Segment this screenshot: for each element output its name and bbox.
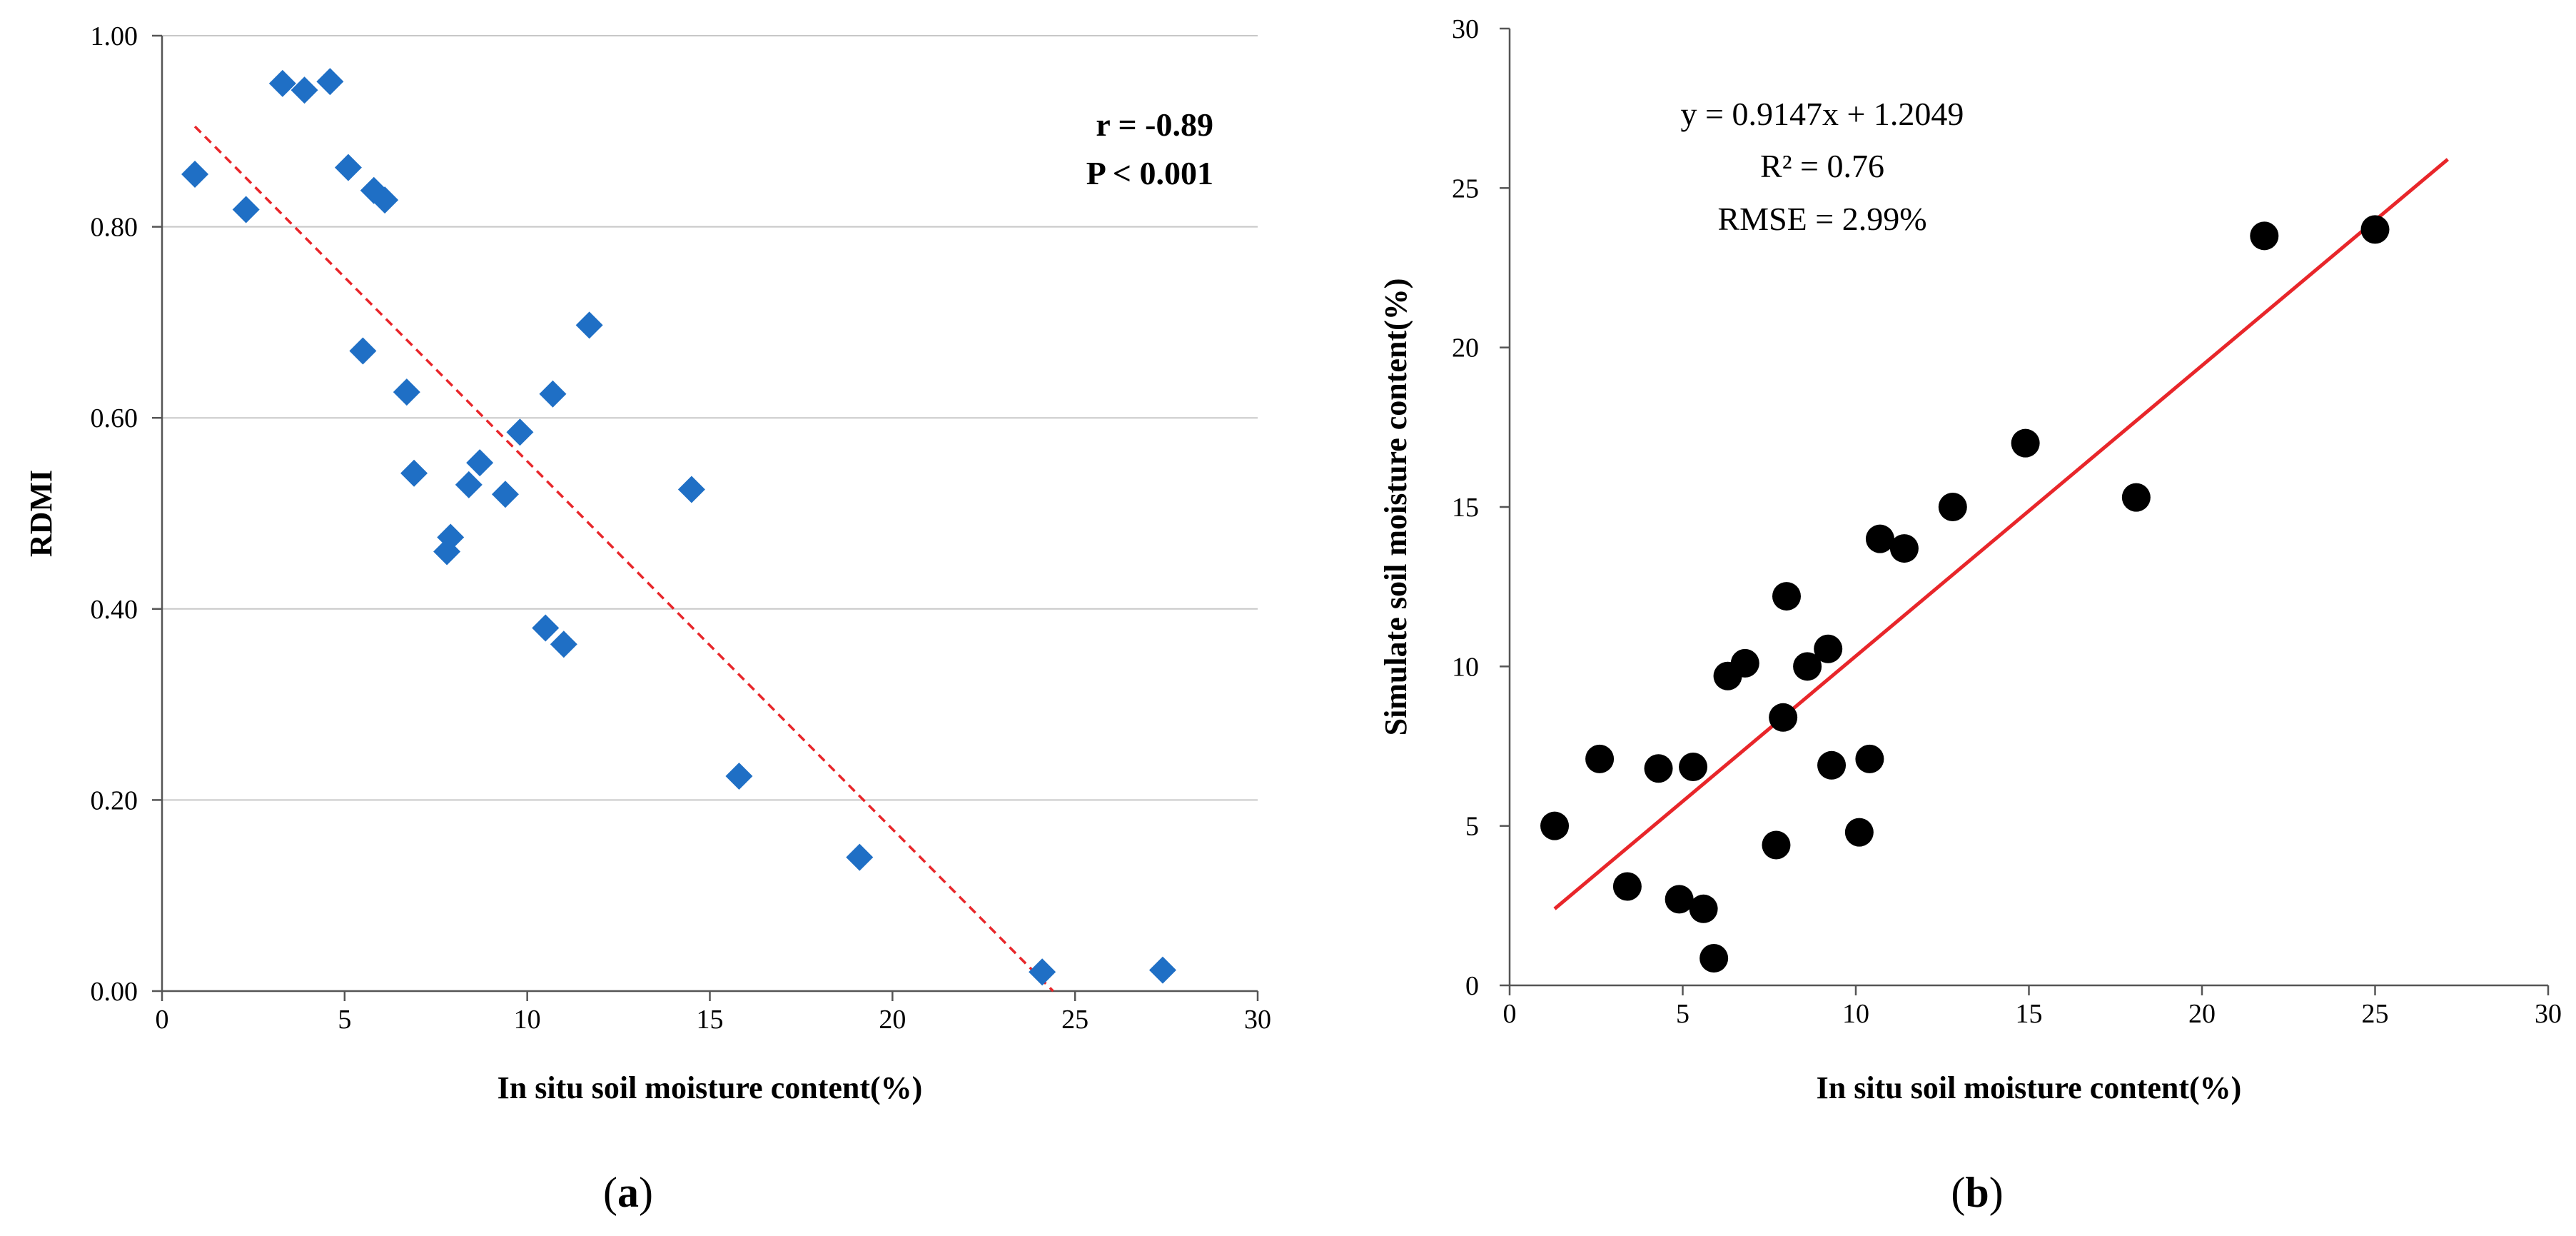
data-point — [393, 378, 420, 406]
y-axis-title: Simulate soil moisture content(%) — [1378, 278, 1413, 736]
x-tick-label: 20 — [2188, 999, 2216, 1029]
x-tick-label: 0 — [1503, 999, 1517, 1029]
annotation: P < 0.001 — [1086, 155, 1213, 191]
x-tick-label: 25 — [1061, 1005, 1089, 1035]
data-point — [455, 471, 483, 498]
y-tick-label: 0.00 — [91, 977, 138, 1007]
y-tick-label: 0.20 — [91, 785, 138, 815]
data-point — [677, 476, 705, 503]
data-point — [506, 418, 534, 446]
data-point — [550, 630, 577, 658]
data-point — [2360, 215, 2390, 244]
y-tick-label: 0.80 — [91, 213, 138, 243]
data-point — [349, 337, 377, 365]
data-point — [1817, 750, 1847, 780]
trendline — [1553, 158, 2449, 910]
x-tick-label: 20 — [879, 1005, 906, 1035]
data-point — [1540, 811, 1570, 840]
data-point — [1772, 582, 1801, 611]
y-tick-label: 30 — [1452, 14, 1479, 44]
data-point — [1699, 944, 1729, 973]
y-tick-label: 10 — [1452, 652, 1479, 682]
y-axis-title: RDMI — [24, 470, 59, 557]
data-point — [1644, 754, 1673, 783]
data-point — [1612, 872, 1642, 901]
data-point — [1679, 753, 1708, 782]
y-tick-label: 5 — [1465, 812, 1479, 842]
annotation: y = 0.9147x + 1.2049 — [1681, 96, 1964, 132]
data-point — [1585, 744, 1615, 773]
data-point — [334, 154, 362, 181]
x-axis-title: In situ soil moisture content(%) — [1817, 1070, 2242, 1105]
panel-label-paren: ) — [639, 1169, 653, 1216]
y-tick-label: 0.60 — [91, 403, 138, 433]
panel-label-letter: b — [1965, 1169, 1989, 1216]
chart-panel-a: 0 5 10 15 20 25 30 0.00 0.20 0.40 0.60 0.80 1.00 In s… — [24, 21, 1271, 1216]
x-tick-label: 5 — [338, 1005, 351, 1035]
annotation: r = -0.89 — [1096, 106, 1213, 143]
data-point — [1762, 830, 1791, 860]
y-tick-label: 15 — [1452, 493, 1479, 523]
panel-label: (a) — [603, 1169, 653, 1216]
data-point — [539, 380, 567, 408]
data-point — [846, 843, 874, 871]
data-point — [1689, 894, 1718, 923]
data-point — [400, 459, 428, 487]
data-point — [575, 311, 603, 339]
data-point — [181, 161, 209, 189]
data-point — [2250, 221, 2279, 251]
data-point — [2011, 428, 2040, 458]
trendline — [193, 125, 1054, 993]
data-point — [1889, 534, 1919, 563]
data-point — [291, 76, 318, 104]
data-point — [1730, 648, 1759, 678]
data-point — [437, 523, 465, 551]
panel-label: (b) — [1951, 1169, 2003, 1216]
x-tick-label: 15 — [2016, 999, 2043, 1029]
data-point — [1938, 493, 1967, 521]
y-tick-label: 1.00 — [91, 21, 138, 51]
panel-label-paren: ( — [603, 1169, 617, 1216]
data-point — [1814, 634, 1843, 663]
data-point — [268, 69, 296, 97]
x-tick-label: 10 — [1842, 999, 1869, 1029]
data-point — [491, 481, 519, 508]
data-point — [2121, 483, 2151, 512]
x-tick-label: 30 — [1244, 1005, 1271, 1035]
x-tick-label: 5 — [1676, 999, 1689, 1029]
chart-panel-b: 0 5 10 15 20 25 30 0 5 10 15 20 25 30 In situ soil moi… — [1378, 14, 2562, 1216]
x-axis-title: In situ soil moisture content(%) — [497, 1070, 923, 1105]
annotation: RMSE = 2.99% — [1717, 201, 1926, 237]
data-point — [1844, 818, 1874, 847]
data-point — [1029, 958, 1056, 986]
x-tick-label: 0 — [156, 1005, 169, 1035]
data-point — [1855, 744, 1884, 773]
data-point — [1865, 524, 1894, 553]
data-point — [1148, 956, 1176, 984]
panel-label-paren: ( — [1951, 1169, 1965, 1216]
x-tick-label: 30 — [2535, 999, 2562, 1029]
panel-label-paren: ) — [1989, 1169, 2004, 1216]
x-tick-label: 10 — [514, 1005, 541, 1035]
data-point — [725, 762, 753, 790]
data-point — [316, 68, 344, 96]
data-point — [466, 449, 494, 477]
y-tick-label: 25 — [1452, 174, 1479, 204]
data-point — [371, 186, 399, 214]
y-tick-label: 0 — [1465, 971, 1479, 1001]
annotation: R² = 0.76 — [1760, 148, 1884, 184]
data-point — [232, 196, 260, 223]
data-point — [1665, 885, 1694, 914]
y-tick-label: 0.40 — [91, 595, 138, 625]
x-tick-label: 25 — [2362, 999, 2389, 1029]
data-point — [532, 614, 560, 642]
y-tick-label: 20 — [1452, 333, 1479, 363]
x-tick-label: 15 — [697, 1005, 724, 1035]
panel-label-letter: a — [617, 1169, 639, 1216]
data-point — [1793, 652, 1822, 681]
data-point — [1769, 703, 1798, 732]
